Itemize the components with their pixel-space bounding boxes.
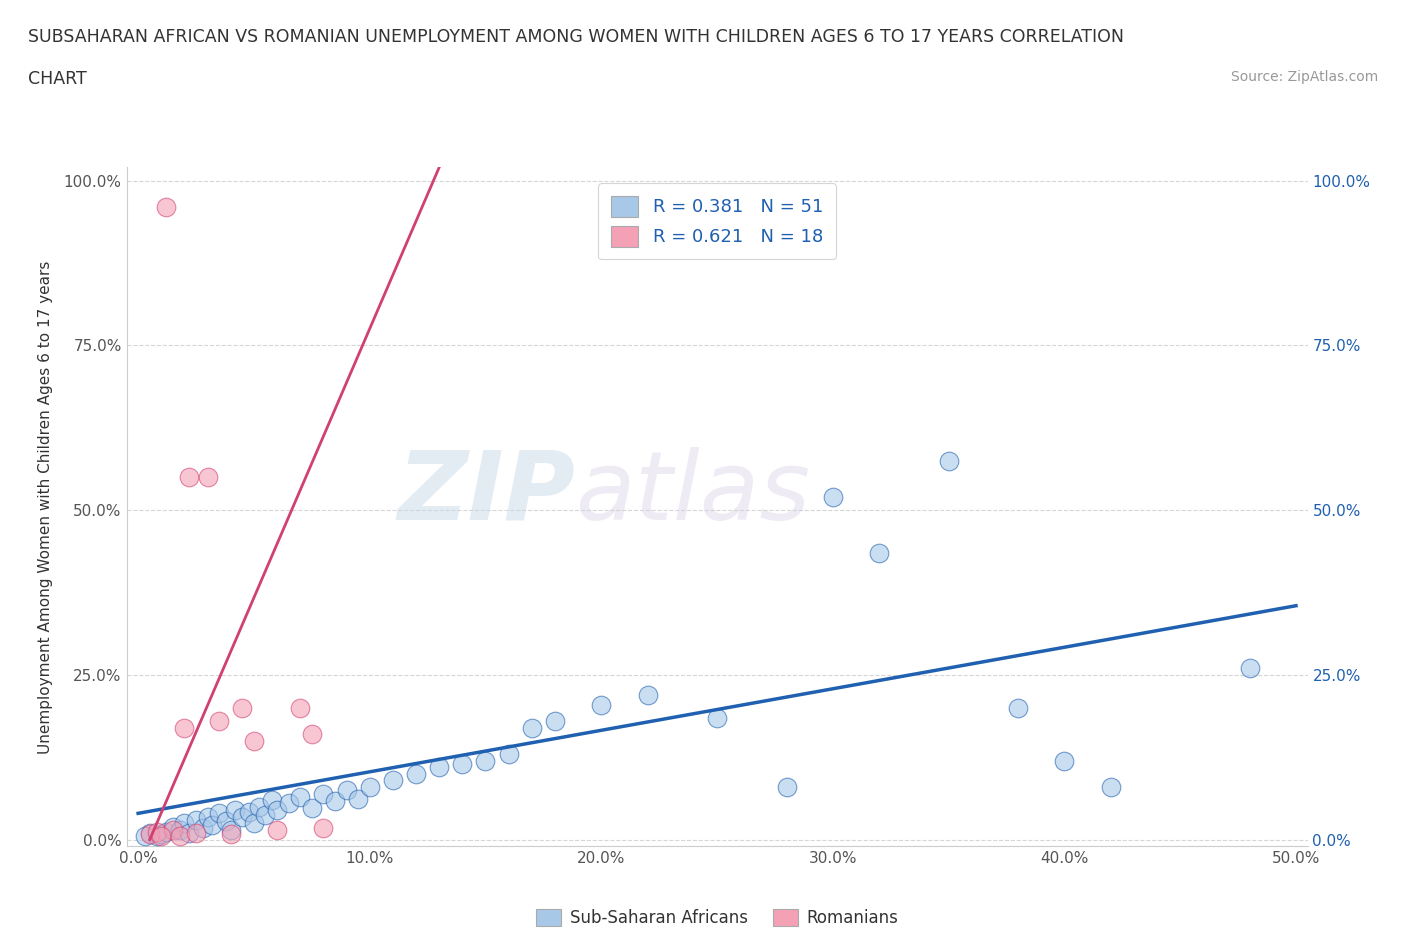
Point <box>243 734 266 749</box>
Text: atlas: atlas <box>575 446 810 539</box>
Point <box>208 713 231 728</box>
Point <box>169 822 191 837</box>
Point <box>238 804 260 819</box>
Point <box>775 779 797 794</box>
Point <box>155 200 177 215</box>
Point <box>177 470 200 485</box>
Point <box>197 470 219 485</box>
Point <box>706 711 728 725</box>
Point <box>277 796 299 811</box>
Point <box>134 829 156 844</box>
Point <box>150 827 173 842</box>
Point <box>231 700 253 715</box>
Point <box>451 756 474 771</box>
Point <box>215 814 238 829</box>
Point <box>381 773 404 788</box>
Point <box>191 820 214 835</box>
Text: SUBSAHARAN AFRICAN VS ROMANIAN UNEMPLOYMENT AMONG WOMEN WITH CHILDREN AGES 6 TO : SUBSAHARAN AFRICAN VS ROMANIAN UNEMPLOYM… <box>28 28 1125 46</box>
Point <box>301 801 323 816</box>
Point <box>177 826 200 841</box>
Point <box>138 827 160 842</box>
Point <box>169 829 191 844</box>
Legend: Sub-Saharan Africans, Romanians: Sub-Saharan Africans, Romanians <box>530 902 904 930</box>
Point <box>243 816 266 830</box>
Point <box>247 799 270 814</box>
Point <box>359 779 381 794</box>
Point <box>544 713 567 728</box>
Point <box>335 783 357 798</box>
Point <box>184 826 207 841</box>
Point <box>498 747 520 762</box>
Point <box>1007 700 1029 715</box>
Point <box>868 546 890 561</box>
Point <box>290 700 312 715</box>
Point <box>266 803 288 817</box>
Point <box>637 687 659 702</box>
Point <box>145 829 167 844</box>
Point <box>197 809 219 824</box>
Point <box>145 824 167 839</box>
Point <box>591 698 613 712</box>
Point <box>219 827 242 842</box>
Point <box>312 820 335 835</box>
Point <box>138 826 160 841</box>
Y-axis label: Unemployment Among Women with Children Ages 6 to 17 years: Unemployment Among Women with Children A… <box>38 260 52 753</box>
Text: ZIP: ZIP <box>398 446 575 539</box>
Point <box>821 489 844 504</box>
Text: Source: ZipAtlas.com: Source: ZipAtlas.com <box>1230 70 1378 84</box>
Point <box>173 720 195 735</box>
Point <box>290 790 312 804</box>
Point <box>173 816 195 830</box>
Point <box>219 822 242 837</box>
Point <box>162 819 184 834</box>
Point <box>312 786 335 801</box>
Point <box>184 813 207 828</box>
Point <box>1099 779 1122 794</box>
Point <box>262 792 284 807</box>
Point <box>266 822 288 837</box>
Point <box>301 727 323 742</box>
Point <box>254 807 277 822</box>
Point <box>1239 661 1261 676</box>
Point <box>938 453 960 468</box>
Point <box>323 794 346 809</box>
Point <box>347 791 370 806</box>
Point <box>1053 753 1076 768</box>
Point <box>427 760 450 775</box>
Point <box>201 817 224 832</box>
Point <box>474 753 496 768</box>
Point <box>150 829 173 844</box>
Point <box>162 822 184 837</box>
Point <box>155 824 177 839</box>
Point <box>224 803 246 817</box>
Point <box>520 720 543 735</box>
Text: CHART: CHART <box>28 70 87 87</box>
Point <box>208 806 231 821</box>
Point <box>405 766 427 781</box>
Point <box>231 809 253 824</box>
